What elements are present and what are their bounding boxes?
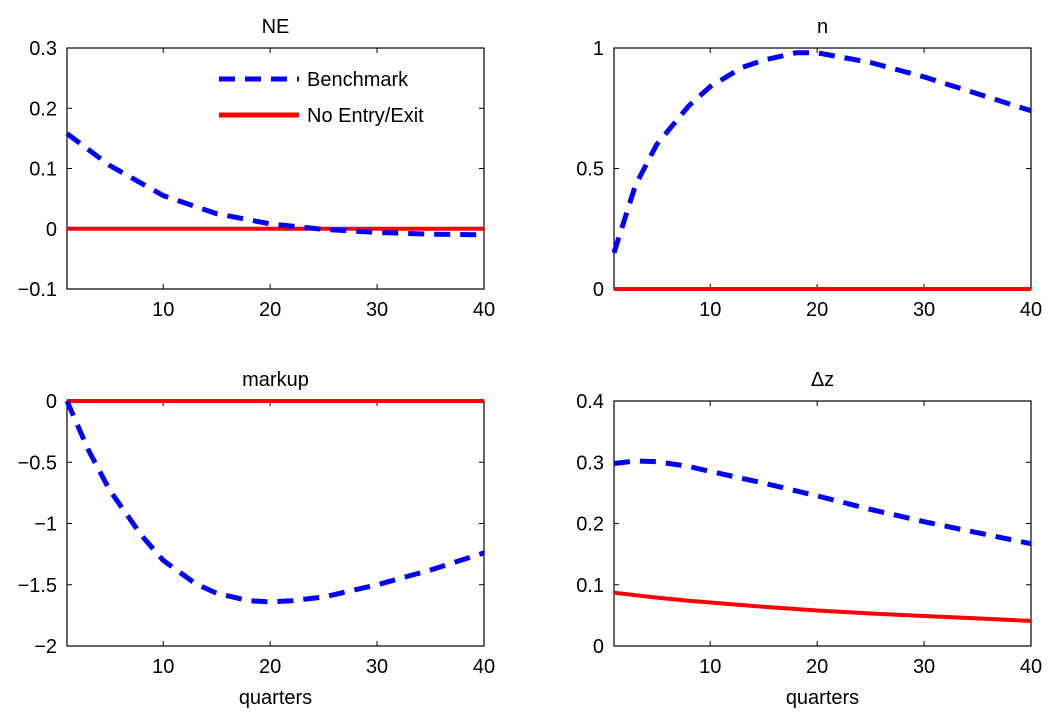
series-line-no-entry-exit [613, 590, 1032, 623]
x-tick-label: 20 [806, 299, 828, 321]
panel-n: n 10 20 30 40 0 0.5 1 [576, 16, 1042, 321]
legend-box [203, 58, 478, 138]
x-tick-label: 10 [152, 656, 174, 678]
y-tick-label: 0.1 [29, 159, 57, 181]
x-axis-label: quarters [239, 687, 312, 709]
series-group [611, 50, 1032, 291]
x-tick-label: 10 [699, 656, 721, 678]
panel-title: n [817, 16, 828, 38]
x-tick-label: 30 [913, 656, 935, 678]
x-axis-label: quarters [786, 687, 859, 709]
y-tick-label: 0 [593, 636, 604, 658]
tick-group: 10 20 30 40 0 0.1 0.2 0.3 0.4 [576, 391, 1042, 678]
x-tick-label: 40 [473, 299, 495, 321]
y-tick-label: 0 [46, 391, 57, 413]
x-tick-label: 30 [366, 299, 388, 321]
tick-group: 10 20 30 40 0 0.5 1 [576, 38, 1042, 321]
legend-label-benchmark: Benchmark [307, 69, 409, 91]
y-tick-label: −1 [34, 514, 57, 536]
x-tick-label: 10 [152, 299, 174, 321]
panel-title: NE [262, 16, 290, 38]
series-line-benchmark [611, 50, 1032, 254]
x-tick-label: 30 [366, 656, 388, 678]
y-tick-label: 0.3 [29, 38, 57, 60]
y-tick-label: −1.5 [18, 575, 57, 597]
y-tick-label: −0.5 [18, 452, 57, 474]
y-tick-label: −2 [34, 636, 57, 658]
series-line-benchmark [613, 458, 1032, 547]
y-tick-label: 0.1 [576, 575, 604, 597]
panel-delta-z: Δz 10 20 30 40 0 0.1 0.2 0.3 0.4 quarters [576, 369, 1042, 709]
series-group [65, 131, 485, 238]
panel-markup: markup 10 20 30 40 −2 −1.5 −1 −0.5 0 quarters [18, 369, 496, 709]
y-tick-label: 0.4 [576, 391, 604, 413]
y-tick-label: −0.1 [18, 279, 57, 301]
x-tick-label: 40 [1020, 299, 1042, 321]
y-tick-label: 0.2 [576, 514, 604, 536]
series-line-benchmark [64, 399, 485, 605]
panel-title: Δz [811, 369, 834, 391]
x-tick-label: 20 [259, 656, 281, 678]
series-group [64, 399, 485, 605]
legend-label-no-entry-exit: No Entry/Exit [307, 105, 424, 127]
x-tick-label: 30 [913, 299, 935, 321]
x-tick-label: 40 [1020, 656, 1042, 678]
x-tick-label: 20 [259, 299, 281, 321]
series-group [613, 458, 1032, 623]
axes-frame [66, 400, 485, 647]
x-tick-label: 40 [473, 656, 495, 678]
y-tick-label: 0 [593, 279, 604, 301]
panel-ne: NE 10 20 30 40 −0.1 0 0.1 0.2 0.3 Benchmark No E… [18, 16, 496, 321]
x-tick-label: 10 [699, 299, 721, 321]
tick-group: 10 20 30 40 −2 −1.5 −1 −0.5 0 [18, 391, 496, 678]
axes-frame [613, 47, 1032, 290]
legend: Benchmark No Entry/Exit [203, 58, 478, 138]
y-tick-label: 1 [593, 38, 604, 60]
series-line-benchmark [65, 131, 485, 238]
y-tick-label: 0.2 [29, 98, 57, 120]
y-tick-label: 0.3 [576, 452, 604, 474]
x-tick-label: 20 [806, 656, 828, 678]
y-tick-label: 0.5 [576, 159, 604, 181]
axes-frame [613, 400, 1032, 647]
panel-title: markup [242, 369, 309, 391]
y-tick-label: 0 [46, 219, 57, 241]
